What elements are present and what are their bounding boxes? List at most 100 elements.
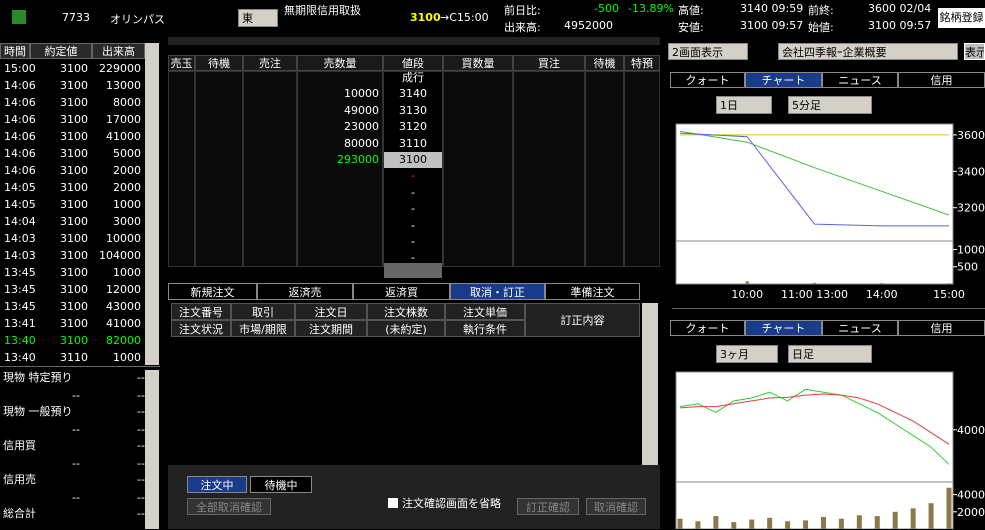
panel-tab[interactable]: クォート: [670, 72, 745, 88]
select[interactable]: 1日: [716, 96, 772, 114]
ask-quantity: 49000: [344, 103, 379, 117]
tab-button[interactable]: 待機中: [250, 476, 312, 493]
tape-cell: 229000: [99, 62, 141, 75]
panel-tab[interactable]: ニュース: [822, 320, 898, 336]
order-tab[interactable]: 返済売: [257, 283, 353, 300]
price-cell: 3120: [399, 120, 427, 134]
checkbox[interactable]: [388, 498, 398, 508]
tab-button[interactable]: 注文中: [187, 476, 247, 493]
position-value: --: [137, 405, 145, 418]
change: -500: [594, 2, 619, 15]
order-footer: [168, 465, 660, 529]
volume-bar: [713, 516, 719, 529]
price-cell: 成行: [402, 71, 424, 84]
price-cell: 3100: [384, 152, 442, 168]
position-value: --: [137, 423, 145, 436]
tape-cell: 3100: [60, 113, 88, 126]
position-value: --: [137, 491, 145, 504]
order-tab[interactable]: 取消・訂正: [450, 283, 545, 300]
panel-tab[interactable]: 信用: [898, 320, 985, 336]
tape-header: 時間: [0, 43, 30, 59]
y-tick-label: 1000: [957, 243, 985, 256]
scrollbar[interactable]: [145, 370, 159, 529]
volume-bar: [677, 518, 683, 529]
board-column: [243, 71, 297, 267]
panel-tab[interactable]: チャート: [745, 320, 822, 336]
button[interactable]: 表示: [964, 43, 985, 60]
tape-cell: 3000: [113, 215, 141, 228]
panel-tab[interactable]: チャート: [745, 72, 822, 88]
button[interactable]: 訂正確認: [517, 498, 579, 515]
x-tick-label: 10:00: [731, 288, 763, 301]
margin: 無期限信用取扱: [284, 4, 361, 17]
label: 高値:: [678, 4, 704, 17]
price-cell: 3130: [399, 103, 427, 117]
board-header: 売数量: [297, 55, 383, 71]
tape-cell: 14:06: [4, 130, 36, 143]
volume-bar: [813, 282, 816, 284]
tape-cell: 3100: [60, 317, 88, 330]
price-cell: -: [411, 202, 415, 216]
order-header: 注文株数: [367, 303, 445, 320]
position-label: 現物 一般預り: [3, 405, 73, 418]
tape-cell: 3100: [60, 96, 88, 109]
tape-header: 出来高: [92, 43, 145, 59]
tape-cell: 15:00: [4, 62, 36, 75]
order-header: 注文単価: [445, 303, 525, 320]
market[interactable]: 東: [238, 9, 278, 27]
ask-quantity: 293000: [337, 153, 379, 166]
tape-cell: 14:06: [4, 164, 36, 177]
tape-cell: 3100: [60, 249, 88, 262]
tape-cell: 3100: [60, 198, 88, 211]
tape-cell: 3100: [60, 300, 88, 313]
select[interactable]: 5分足: [788, 96, 872, 114]
order-header: 訂正内容: [525, 303, 640, 337]
order-tab[interactable]: 新規注文: [168, 283, 257, 300]
position-value: --: [137, 507, 145, 520]
tape-cell: 13:45: [4, 266, 36, 279]
select[interactable]: 日足: [788, 345, 872, 363]
checkbox-label: 注文確認画面を省略: [402, 497, 501, 510]
order-tab[interactable]: 返済買: [353, 283, 450, 300]
button[interactable]: 取消確認: [586, 498, 646, 515]
panel-tab[interactable]: ニュース: [822, 72, 898, 88]
order-tab[interactable]: 準備注文: [545, 283, 640, 300]
high: 3140 09:59: [740, 2, 804, 15]
divider: [672, 308, 985, 309]
volume-bar: [749, 519, 755, 529]
ask-quantity: 80000: [344, 136, 379, 150]
position-value: --: [72, 423, 80, 436]
tape-cell: 43000: [106, 300, 141, 313]
volume-bar: [880, 283, 884, 284]
tape-cell: 13:40: [4, 334, 36, 347]
panel-tab[interactable]: クォート: [670, 320, 745, 336]
scrollbar[interactable]: [145, 43, 159, 365]
tape-cell: 3100: [60, 215, 88, 228]
ask-quantity: 10000: [344, 87, 379, 101]
volume-bar: [803, 520, 809, 529]
tape-cell: 1000: [113, 266, 141, 279]
register-button[interactable]: 銘柄登録: [938, 8, 985, 28]
volume-bar: [767, 517, 773, 529]
open: 3100 09:57: [868, 19, 932, 32]
tape-cell: 14:06: [4, 147, 36, 160]
tape-cell: 14:04: [4, 215, 36, 228]
button[interactable]: 全部取消確認: [187, 498, 271, 515]
tape-cell: 14:06: [4, 96, 36, 109]
position-value: --: [137, 439, 145, 452]
position-label: 信用買: [3, 439, 36, 452]
order-header: 注文番号: [171, 303, 231, 320]
tape-cell: 14:05: [4, 198, 36, 211]
x-tick-label: 11:00 13:00: [781, 288, 848, 301]
position-value: --: [72, 491, 80, 504]
select[interactable]: 2画面表示: [668, 43, 748, 60]
panel-tab[interactable]: 信用: [898, 72, 985, 88]
tape-cell: 13:41: [4, 317, 36, 330]
scrollbar[interactable]: [642, 303, 658, 465]
tape-cell: 3100: [60, 147, 88, 160]
board-column: [624, 71, 660, 267]
select[interactable]: 会社四季報ｰ企業概要: [778, 43, 958, 60]
select[interactable]: 3ヶ月: [716, 345, 778, 363]
name: オリンパス: [110, 13, 165, 26]
label: 前終:: [808, 4, 834, 17]
